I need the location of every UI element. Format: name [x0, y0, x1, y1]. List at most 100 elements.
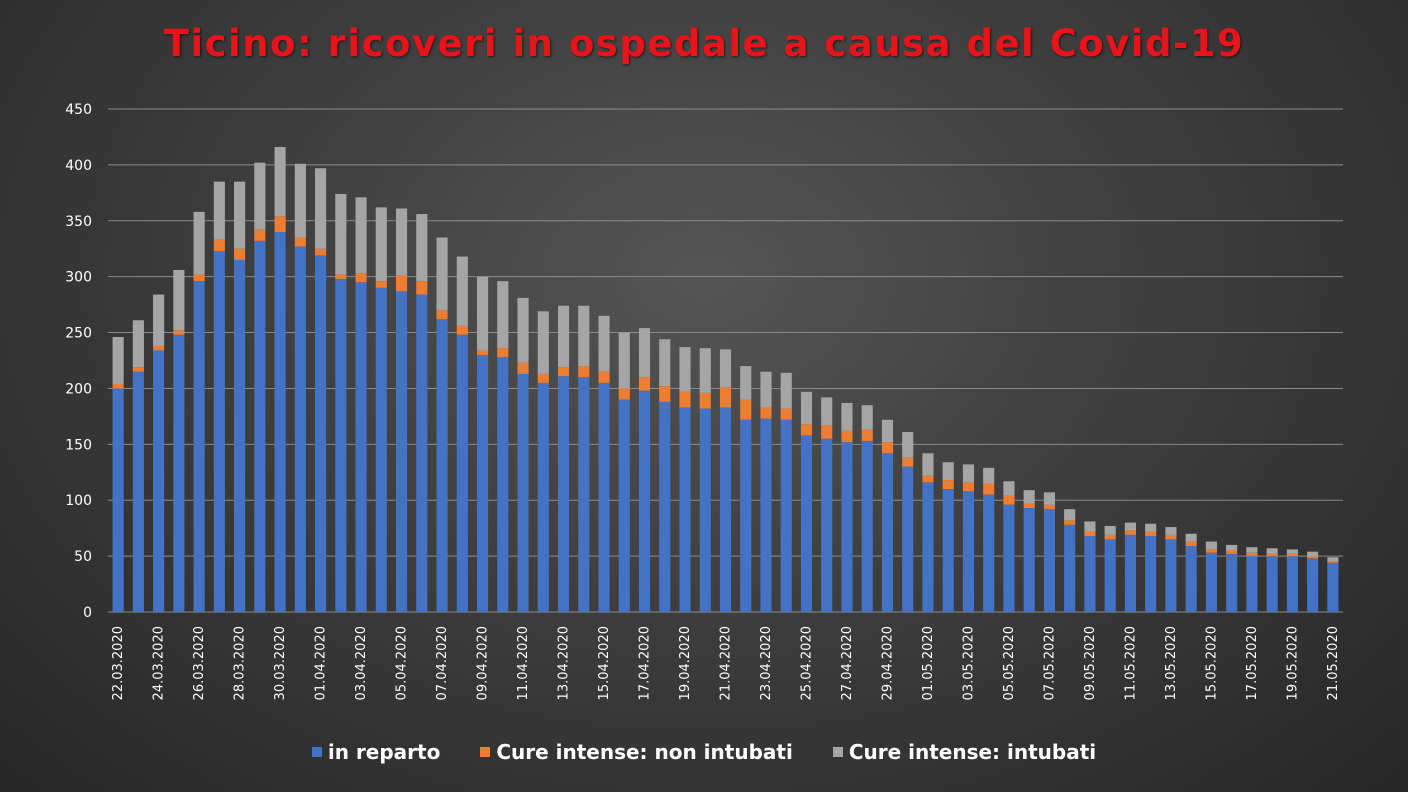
- bar-in-reparto: [719, 407, 732, 612]
- bar-in-reparto: [213, 250, 225, 613]
- bar-non-intubati: [294, 237, 306, 247]
- bar-non-intubati: [740, 399, 752, 420]
- y-tick-label: 150: [65, 437, 92, 453]
- x-tick-label: 27.04.2020: [840, 626, 855, 700]
- bar-intubati: [213, 181, 225, 240]
- bar-non-intubati: [821, 425, 833, 439]
- bar-intubati: [173, 269, 185, 331]
- bar-in-reparto: [557, 376, 570, 612]
- bar-non-intubati: [476, 350, 489, 355]
- bar-non-intubati: [173, 330, 185, 335]
- legend-swatch-in-reparto: [311, 747, 322, 757]
- bar-non-intubati: [1307, 556, 1319, 559]
- bar-non-intubati: [375, 281, 387, 288]
- bar-intubati: [638, 328, 651, 378]
- bar-in-reparto: [598, 382, 610, 612]
- bar-intubati: [578, 305, 590, 367]
- bar-non-intubati: [983, 483, 995, 495]
- bar-in-reparto: [1084, 535, 1096, 612]
- legend-item-in-reparto: in reparto: [311, 740, 441, 764]
- bar-non-intubati: [760, 407, 772, 419]
- bar-intubati: [1307, 551, 1319, 557]
- bar-in-reparto: [274, 231, 286, 612]
- bar-intubati: [699, 348, 711, 393]
- bar-non-intubati: [1185, 541, 1197, 547]
- bar-intubati: [1226, 544, 1238, 551]
- bar-in-reparto: [355, 282, 367, 612]
- bar-in-reparto: [254, 240, 266, 613]
- bar-non-intubati: [1145, 531, 1157, 536]
- y-tick-label: 250: [65, 326, 92, 342]
- bar-intubati: [1124, 522, 1136, 531]
- bar-intubati: [780, 372, 792, 409]
- bar-intubati: [618, 332, 630, 389]
- bar-in-reparto: [942, 489, 954, 612]
- bar-in-reparto: [234, 259, 246, 612]
- bar-in-reparto: [1286, 556, 1298, 612]
- bar-intubati: [294, 163, 306, 238]
- bar-in-reparto: [659, 401, 671, 612]
- bar-non-intubati: [1226, 550, 1238, 554]
- bar-intubati: [861, 405, 873, 430]
- bar-in-reparto: [416, 294, 428, 612]
- bar-in-reparto: [456, 334, 468, 612]
- bar-intubati: [234, 181, 246, 249]
- bar-in-reparto: [132, 371, 144, 612]
- bar-non-intubati: [841, 430, 853, 443]
- x-tick-label: 28.03.2020: [233, 626, 248, 700]
- bar-in-reparto: [1205, 552, 1217, 612]
- bar-non-intubati: [1003, 495, 1015, 505]
- bar-in-reparto: [112, 388, 124, 612]
- x-tick-label: 09.05.2020: [1083, 626, 1098, 700]
- y-tick-label: 200: [65, 381, 92, 397]
- bar-intubati: [1286, 549, 1298, 554]
- bar-in-reparto: [1266, 556, 1278, 612]
- bar-intubati: [983, 467, 995, 484]
- legend: in reparto Cure intense: non intubati Cu…: [0, 740, 1408, 764]
- bar-non-intubati: [962, 482, 975, 492]
- bar-non-intubati: [881, 442, 894, 454]
- y-tick-label: 400: [65, 158, 92, 174]
- bar-intubati: [821, 397, 833, 426]
- bar-in-reparto: [699, 408, 711, 612]
- bar-non-intubati: [902, 457, 914, 467]
- bar-in-reparto: [821, 438, 833, 612]
- bar-intubati: [922, 453, 934, 476]
- bar-non-intubati: [1104, 534, 1116, 540]
- bar-intubati: [395, 208, 408, 276]
- bar-in-reparto: [1023, 508, 1035, 612]
- bar-non-intubati: [1327, 561, 1339, 563]
- legend-label-non-intubati: Cure intense: non intubati: [496, 740, 793, 764]
- bar-intubati: [335, 193, 347, 275]
- x-tick-label: 13.04.2020: [557, 626, 572, 700]
- bar-non-intubati: [234, 248, 246, 260]
- x-tick-label: 19.04.2020: [678, 626, 693, 700]
- x-tick-label: 19.05.2020: [1285, 626, 1300, 700]
- x-axis-ticks: 22.03.2020 24.03.2020 26.03.2020 28.03.2020…: [111, 626, 1341, 700]
- x-tick-label: 01.04.2020: [314, 626, 329, 700]
- bar-in-reparto: [679, 407, 691, 612]
- y-tick-label: 50: [74, 549, 92, 565]
- bar-intubati: [1003, 481, 1015, 496]
- bar-in-reparto: [375, 287, 387, 612]
- bar-intubati: [274, 147, 286, 217]
- bar-non-intubati: [132, 367, 144, 372]
- bar-intubati: [1023, 490, 1035, 504]
- bar-in-reparto: [618, 399, 630, 612]
- x-tick-label: 03.05.2020: [961, 626, 976, 700]
- bar-intubati: [760, 371, 772, 408]
- bar-non-intubati: [557, 367, 570, 377]
- bar-non-intubati: [942, 480, 954, 490]
- bar-in-reparto: [841, 442, 853, 612]
- bar-in-reparto: [294, 246, 306, 612]
- legend-label-in-reparto: in reparto: [327, 740, 441, 764]
- bar-non-intubati: [1084, 531, 1096, 536]
- bar-intubati: [679, 347, 691, 392]
- x-tick-label: 09.04.2020: [476, 626, 491, 700]
- bar-intubati: [800, 391, 813, 425]
- bar-non-intubati: [679, 391, 691, 408]
- bar-in-reparto: [1064, 524, 1076, 612]
- bar-intubati: [375, 207, 387, 282]
- x-tick-label: 05.04.2020: [395, 626, 410, 700]
